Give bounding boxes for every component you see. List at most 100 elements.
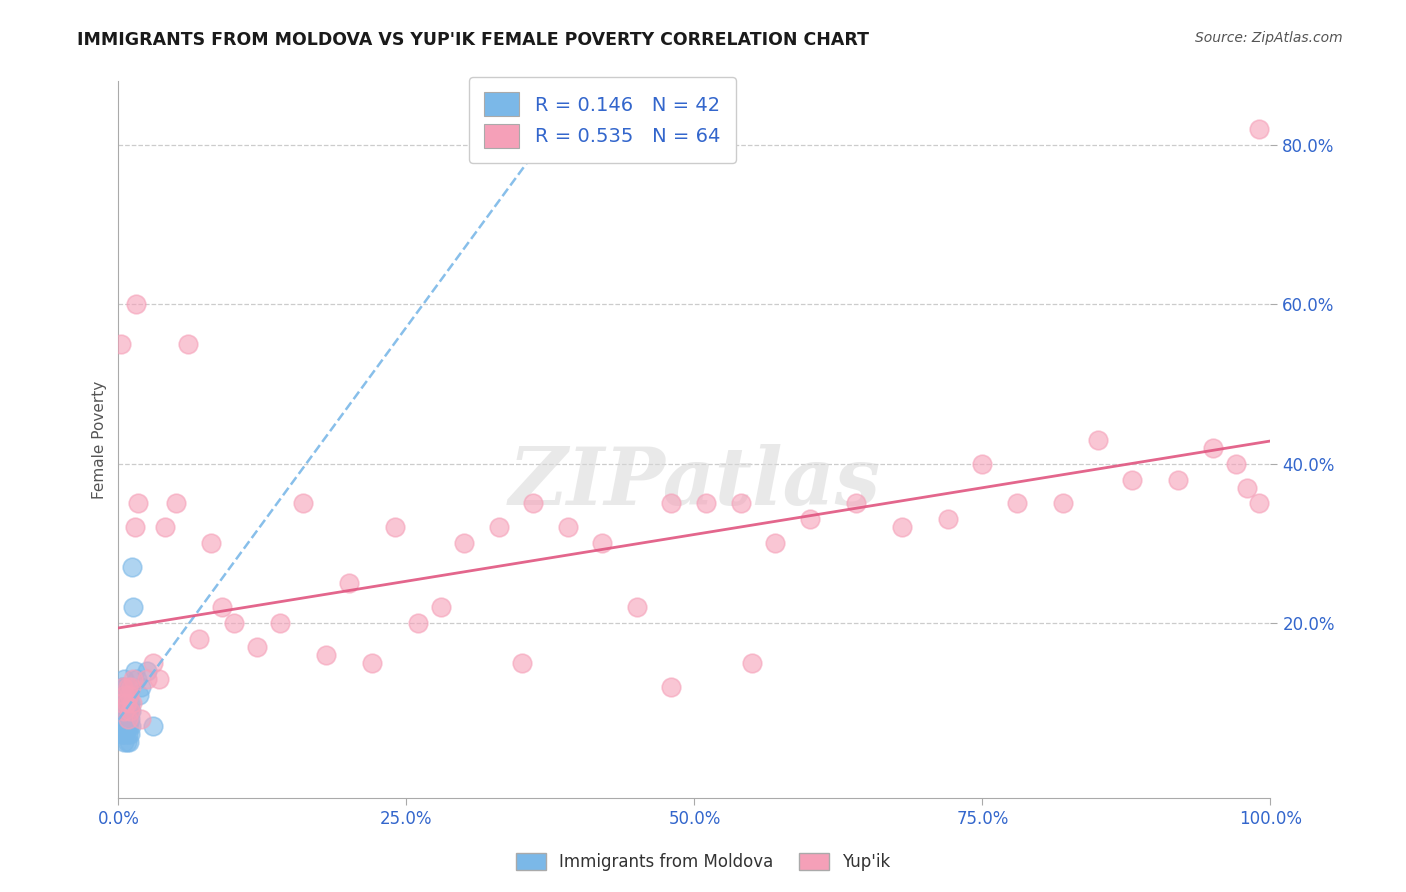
Point <box>557 520 579 534</box>
Point <box>488 520 510 534</box>
Point <box>120 680 142 694</box>
Point <box>384 520 406 534</box>
Point <box>118 719 141 733</box>
Point <box>112 711 135 725</box>
Point <box>1202 441 1225 455</box>
Point <box>121 560 143 574</box>
Point <box>1087 433 1109 447</box>
Point <box>148 672 170 686</box>
Point <box>176 337 198 351</box>
Point <box>118 735 141 749</box>
Point <box>890 520 912 534</box>
Point <box>115 696 138 710</box>
Point <box>337 576 360 591</box>
Point <box>142 656 165 670</box>
Point <box>1167 473 1189 487</box>
Y-axis label: Female Poverty: Female Poverty <box>93 381 107 499</box>
Point <box>136 664 159 678</box>
Point <box>142 719 165 733</box>
Point <box>117 711 139 725</box>
Point <box>111 719 134 733</box>
Point <box>125 297 148 311</box>
Point <box>211 600 233 615</box>
Point <box>112 680 135 694</box>
Point <box>112 696 135 710</box>
Point <box>522 496 544 510</box>
Point <box>406 615 429 630</box>
Point <box>125 672 148 686</box>
Point <box>131 680 153 694</box>
Point <box>110 696 132 710</box>
Point <box>111 704 134 718</box>
Point <box>122 600 145 615</box>
Point <box>936 512 959 526</box>
Point <box>510 656 533 670</box>
Point <box>1121 473 1143 487</box>
Point <box>246 640 269 654</box>
Legend: Immigrants from Moldova, Yup'ik: Immigrants from Moldova, Yup'ik <box>508 845 898 880</box>
Point <box>315 648 337 662</box>
Point <box>114 727 136 741</box>
Point <box>1005 496 1028 510</box>
Point <box>124 520 146 534</box>
Point <box>1052 496 1074 510</box>
Point <box>127 496 149 510</box>
Point <box>591 536 613 550</box>
Point <box>115 688 138 702</box>
Point <box>1236 481 1258 495</box>
Point <box>661 680 683 694</box>
Point <box>118 704 141 718</box>
Point <box>661 496 683 510</box>
Point <box>131 711 153 725</box>
Point <box>114 688 136 702</box>
Point <box>222 615 245 630</box>
Point <box>1225 457 1247 471</box>
Point <box>111 727 134 741</box>
Point <box>153 520 176 534</box>
Point <box>972 457 994 471</box>
Point <box>124 664 146 678</box>
Point <box>112 672 135 686</box>
Point <box>112 727 135 741</box>
Point <box>118 711 141 725</box>
Point <box>741 656 763 670</box>
Point <box>117 680 139 694</box>
Point <box>118 727 141 741</box>
Point <box>291 496 314 510</box>
Point <box>112 719 135 733</box>
Point <box>122 672 145 686</box>
Point <box>115 711 138 725</box>
Point <box>115 735 138 749</box>
Point <box>430 600 453 615</box>
Point <box>117 711 139 725</box>
Point <box>115 704 138 718</box>
Point <box>128 688 150 702</box>
Point <box>453 536 475 550</box>
Point <box>114 696 136 710</box>
Point <box>114 680 136 694</box>
Point <box>188 632 211 646</box>
Point <box>200 536 222 550</box>
Text: ZIPatlas: ZIPatlas <box>509 444 880 522</box>
Point <box>112 688 135 702</box>
Point <box>1247 122 1270 136</box>
Point <box>269 615 291 630</box>
Point <box>117 696 139 710</box>
Point <box>111 680 134 694</box>
Point <box>730 496 752 510</box>
Point <box>1247 496 1270 510</box>
Legend: R = 0.146   N = 42, R = 0.535   N = 64: R = 0.146 N = 42, R = 0.535 N = 64 <box>468 77 735 163</box>
Point <box>115 719 138 733</box>
Point <box>114 704 136 718</box>
Text: Source: ZipAtlas.com: Source: ZipAtlas.com <box>1195 31 1343 45</box>
Point <box>136 672 159 686</box>
Point <box>360 656 382 670</box>
Point <box>117 727 139 741</box>
Point <box>121 696 143 710</box>
Point <box>120 719 142 733</box>
Point <box>626 600 648 615</box>
Point <box>112 704 135 718</box>
Point <box>118 704 141 718</box>
Point <box>111 696 134 710</box>
Point <box>117 704 139 718</box>
